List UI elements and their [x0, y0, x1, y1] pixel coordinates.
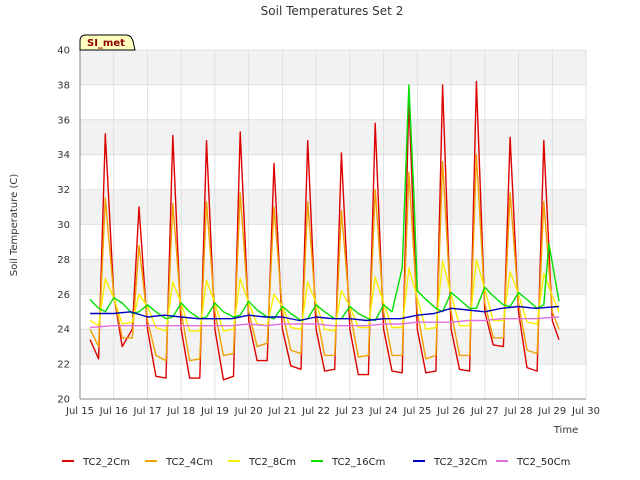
- y-tick-label: 32: [57, 185, 70, 196]
- background-band: [80, 189, 586, 225]
- x-tick-label: Jul 21: [267, 406, 296, 417]
- y-tick-label: 34: [57, 150, 70, 161]
- series-line-tc2-8cm: [89, 258, 560, 332]
- station-badge: SI_met: [79, 34, 136, 51]
- chart-title: Soil Temperatures Set 2: [261, 4, 404, 18]
- y-tick-label: 36: [57, 115, 70, 126]
- legend-label: TC2_8Cm: [248, 457, 296, 468]
- series-line-tc2-4cm: [89, 154, 560, 362]
- legend-label: TC2_2Cm: [82, 457, 130, 468]
- background-band: [80, 259, 586, 295]
- y-tick-label: 24: [57, 325, 70, 336]
- y-tick-label: 20: [57, 395, 70, 406]
- legend: TC2_2Cm TC2_4Cm TC2_8Cm TC2_16Cm TC2_32Cm TC2…: [62, 457, 570, 468]
- x-tick-label: Jul 28: [504, 406, 533, 417]
- x-tick-label: Jul 30: [571, 406, 600, 417]
- x-tick-label: Jul 25: [402, 406, 431, 417]
- background-band: [80, 119, 586, 155]
- series-line-tc2-50cm: [90, 316, 560, 329]
- background-band: [80, 50, 586, 85]
- x-tick-labels: Jul 15 Jul 16 Jul 17 Jul 18 Jul 19 Jul 20 Jul …: [65, 406, 600, 417]
- series-line-tc2-32cm: [90, 305, 560, 322]
- x-tick-label: Jul 18: [166, 406, 195, 417]
- x-tick-label: Jul 29: [537, 406, 566, 417]
- y-tick-label: 26: [57, 290, 70, 301]
- station-badge-label: SI_met: [87, 38, 125, 49]
- legend-label: TC2_50Cm: [516, 457, 570, 468]
- x-tick-label: Jul 27: [470, 406, 499, 417]
- x-tick-label: Jul 16: [99, 406, 128, 417]
- y-tick-label: 28: [57, 255, 70, 266]
- y-tick-label: 38: [57, 80, 70, 91]
- x-tick-label: Jul 23: [335, 406, 364, 417]
- background-band: [80, 329, 586, 365]
- x-tick-label: Jul 26: [436, 406, 465, 417]
- series-layer: [89, 80, 560, 381]
- legend-label: TC2_32Cm: [433, 457, 487, 468]
- y-axis-title: Soil Temperature (C): [9, 174, 20, 277]
- series-line-tc2-16cm: [89, 84, 560, 322]
- y-tick-label: 22: [57, 360, 70, 371]
- y-tick-label: 40: [57, 46, 70, 57]
- y-tick-label: 30: [57, 220, 70, 231]
- legend-label: TC2_4Cm: [165, 457, 213, 468]
- axes: [79, 50, 586, 400]
- y-tick-labels: 20 22 24 26 28 30 32 34 36 38 40: [57, 46, 70, 406]
- x-tick-label: Jul 19: [200, 406, 229, 417]
- x-tick-label: Jul 22: [301, 406, 330, 417]
- station-badge-tab: [79, 34, 136, 51]
- x-tick-label: Jul 20: [234, 406, 263, 417]
- x-tick-label: Jul 17: [132, 406, 161, 417]
- legend-label: TC2_16Cm: [331, 457, 385, 468]
- x-axis-title: Time: [553, 425, 578, 436]
- x-tick-label: Jul 15: [65, 406, 94, 417]
- grid-lines: [79, 49, 587, 400]
- x-tick-label: Jul 24: [369, 406, 398, 417]
